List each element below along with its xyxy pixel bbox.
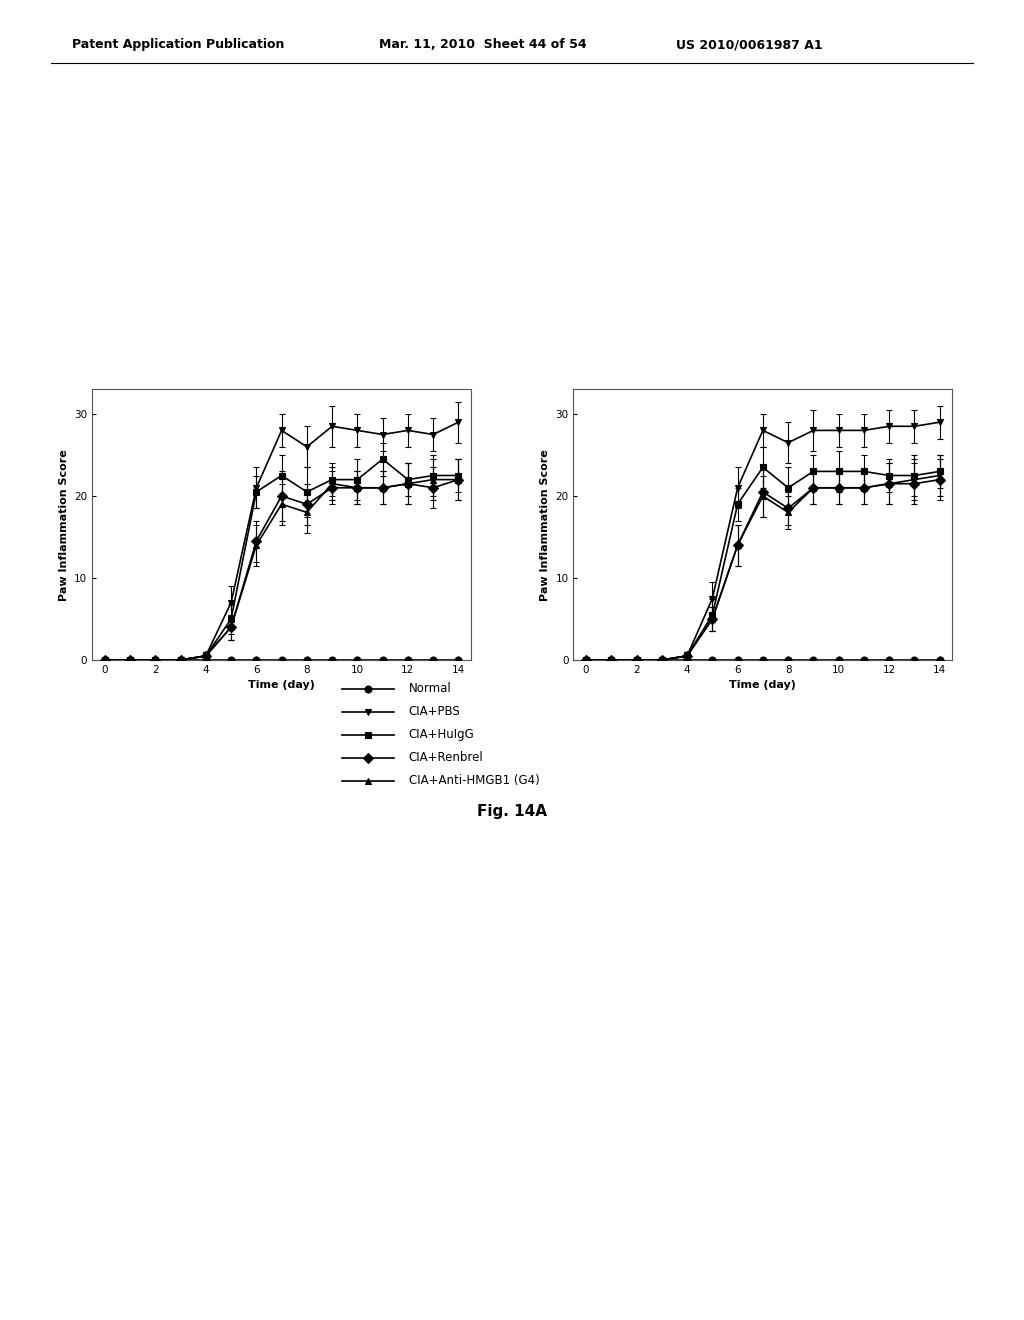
Text: CIA+Anti-HMGB1 (G4): CIA+Anti-HMGB1 (G4) [409, 774, 540, 787]
X-axis label: Time (day): Time (day) [248, 680, 315, 690]
Text: CIA+Renbrel: CIA+Renbrel [409, 751, 483, 764]
Y-axis label: Paw Inflammation Score: Paw Inflammation Score [540, 449, 550, 601]
Y-axis label: Paw Inflammation Score: Paw Inflammation Score [58, 449, 69, 601]
Text: US 2010/0061987 A1: US 2010/0061987 A1 [676, 38, 822, 51]
Text: CIA+HuIgG: CIA+HuIgG [409, 729, 474, 741]
Text: Normal: Normal [409, 682, 452, 696]
Text: Patent Application Publication: Patent Application Publication [72, 38, 284, 51]
Text: Mar. 11, 2010  Sheet 44 of 54: Mar. 11, 2010 Sheet 44 of 54 [379, 38, 587, 51]
Text: CIA+PBS: CIA+PBS [409, 705, 461, 718]
X-axis label: Time (day): Time (day) [729, 680, 797, 690]
Text: Fig. 14A: Fig. 14A [477, 804, 547, 820]
